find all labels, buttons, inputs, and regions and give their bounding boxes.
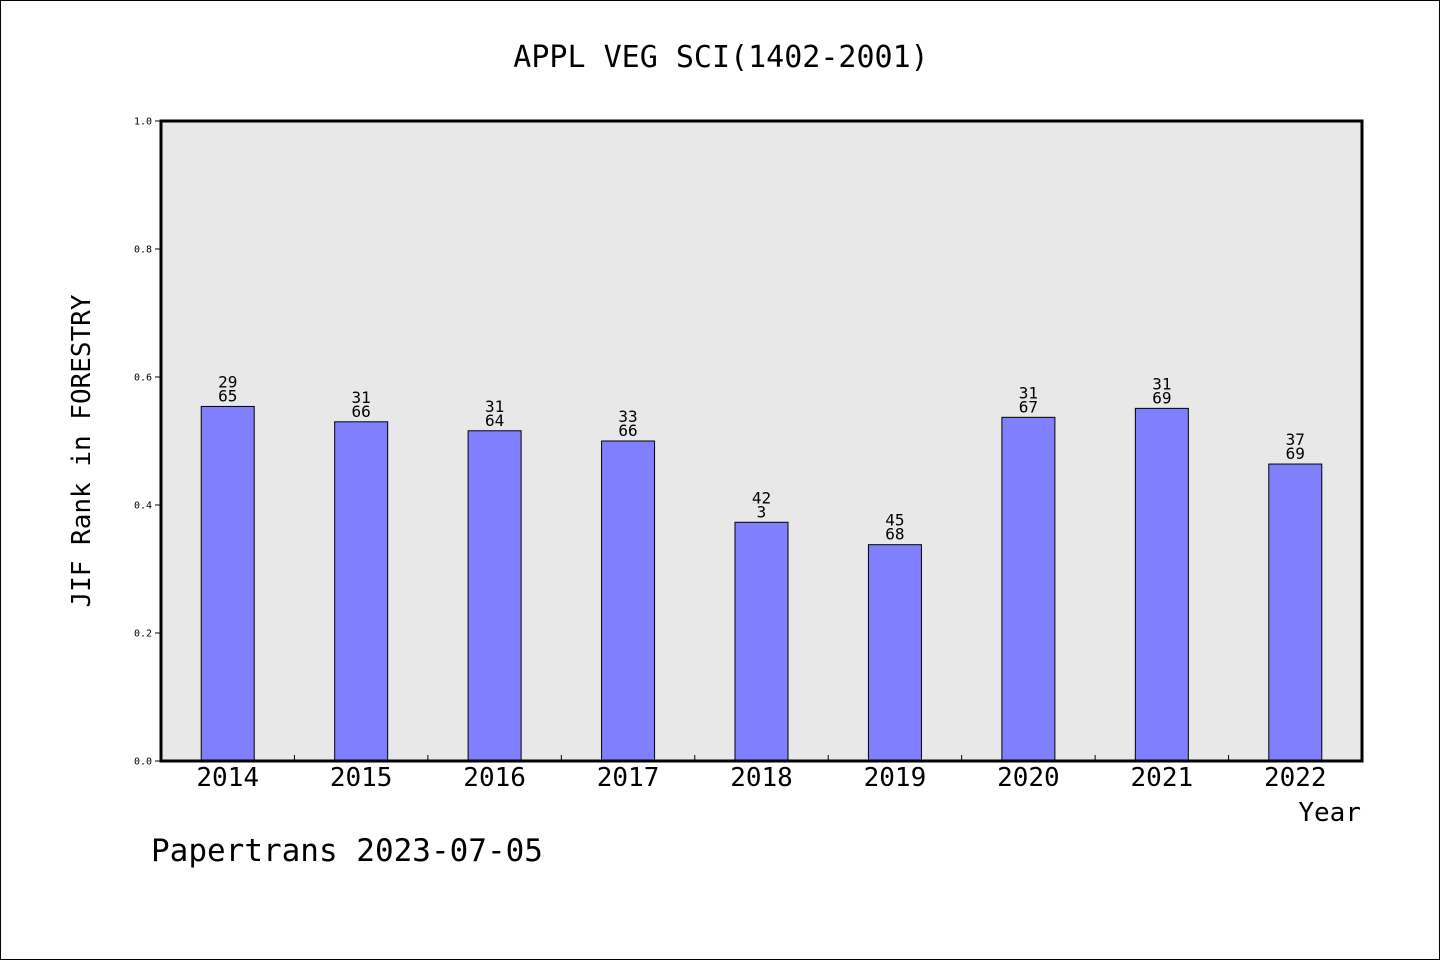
x-axis-label: Year bbox=[1298, 798, 1361, 828]
bar-label-top: 29 bbox=[218, 372, 237, 391]
x-tick-label: 2015 bbox=[330, 763, 393, 793]
x-tick-label: 2016 bbox=[463, 763, 526, 793]
chart-title: APPL VEG SCI(1402-2001) bbox=[513, 40, 928, 75]
bar-2016 bbox=[467, 430, 522, 762]
bar-2021 bbox=[1134, 407, 1189, 762]
x-tick-label: 2017 bbox=[597, 763, 660, 793]
y-tick-label: 0.6 bbox=[134, 373, 152, 384]
y-tick-label: 1.0 bbox=[134, 117, 152, 128]
y-axis: 0.0 0.2 0.4 0.6 0.8 1.0 bbox=[134, 117, 161, 768]
x-tick-label: 2019 bbox=[864, 763, 927, 793]
y-tick-label: 0.8 bbox=[134, 245, 152, 256]
plot-border bbox=[159, 119, 1364, 763]
bar-2015 bbox=[334, 421, 389, 762]
bar-2014 bbox=[200, 405, 255, 762]
bar-label-bottom: 68 bbox=[885, 525, 904, 544]
bar-2017 bbox=[601, 440, 656, 762]
y-tick-label: 0.4 bbox=[134, 501, 152, 512]
bar-2018 bbox=[734, 521, 789, 762]
x-tick-label: 2014 bbox=[196, 763, 259, 793]
x-tick-label: 2018 bbox=[730, 763, 793, 793]
bar-label-top: 31 bbox=[1152, 374, 1171, 393]
footer-credit: Papertrans 2023-07-05 bbox=[151, 833, 543, 869]
bar-2019 bbox=[867, 544, 922, 762]
x-tick-label: 2021 bbox=[1131, 763, 1194, 793]
y-tick-label: 0.0 bbox=[134, 757, 152, 768]
bar-label-top: 45 bbox=[885, 511, 904, 530]
bar-label-bottom: 65 bbox=[218, 386, 237, 405]
bar-2022 bbox=[1268, 463, 1323, 762]
bar-label-top: 37 bbox=[1286, 430, 1305, 449]
bar-label-bottom: 69 bbox=[1286, 444, 1305, 463]
y-axis-label: JIF Rank in FORESTRY bbox=[67, 294, 97, 607]
bar-label-bottom: 69 bbox=[1152, 388, 1171, 407]
bar-label-top: 33 bbox=[618, 407, 637, 426]
bar-label-bottom: 66 bbox=[618, 421, 637, 440]
x-tick-label: 2020 bbox=[997, 763, 1060, 793]
bar-label-top: 31 bbox=[352, 388, 371, 407]
bar-label-bottom: 64 bbox=[485, 411, 504, 430]
y-tick-label: 0.2 bbox=[134, 629, 152, 640]
bar-label-bottom: 67 bbox=[1019, 397, 1038, 416]
bar-label-top: 42 bbox=[752, 488, 771, 507]
x-axis: 2014 2015 2016 2017 2018 2019 2020 2021 2022 bbox=[196, 755, 1327, 793]
bar-2020 bbox=[1001, 416, 1056, 762]
x-tick-label: 2022 bbox=[1264, 763, 1327, 793]
bar-label-bottom: 66 bbox=[352, 402, 371, 421]
bar-label-top: 31 bbox=[485, 397, 504, 416]
bar-label-bottom: 3 bbox=[757, 502, 767, 521]
bar-label-top: 31 bbox=[1019, 383, 1038, 402]
